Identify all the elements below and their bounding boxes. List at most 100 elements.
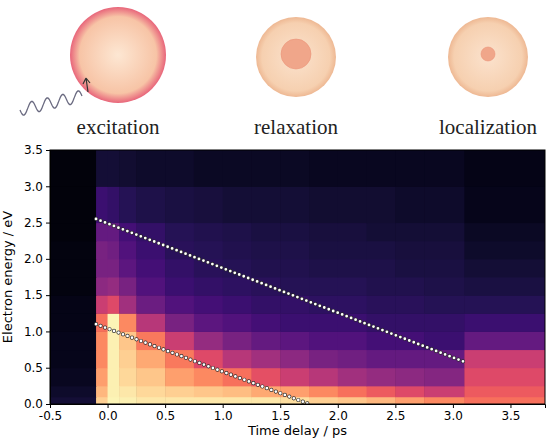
heat-cell — [194, 150, 223, 187]
y-tick-mark — [46, 368, 50, 369]
y-tick-label: 0.0 — [24, 397, 43, 411]
plot-background — [50, 150, 545, 404]
heat-cell — [367, 223, 396, 242]
heat-cell — [136, 397, 165, 404]
heat-cell — [367, 397, 396, 404]
x-tick: 2.5 — [386, 404, 405, 423]
heat-cell — [165, 150, 194, 187]
x-tick-mark — [395, 404, 396, 408]
heat-cell — [367, 150, 396, 187]
guide-line — [96, 324, 309, 404]
heat-cell — [338, 241, 367, 260]
electron-cloud — [70, 7, 166, 103]
heat-cell — [424, 331, 465, 350]
heat-cell — [395, 241, 424, 260]
heat-cell — [251, 331, 280, 350]
x-tick-label: 2.5 — [386, 409, 405, 423]
heat-cell — [338, 277, 367, 296]
heat-cell — [136, 150, 165, 187]
x-tick-mark — [453, 404, 454, 408]
heat-cell — [367, 277, 396, 296]
figure: excitationrelaxationlocalization-0.50.00… — [0, 0, 553, 443]
y-tick-label: 2.5 — [24, 216, 43, 230]
heat-cell — [338, 186, 367, 223]
heat-cell — [424, 397, 465, 404]
heat-cell — [251, 313, 280, 332]
heat-cell — [251, 241, 280, 260]
heat-cell — [309, 223, 338, 242]
heat-cell — [108, 150, 120, 187]
electron-cloud — [256, 17, 336, 97]
heat-cell — [194, 313, 223, 332]
heat-cell — [194, 295, 223, 314]
y-tick-mark — [46, 223, 50, 224]
heat-cell — [136, 313, 165, 332]
heat-cell — [165, 313, 194, 332]
x-tick: 1.5 — [271, 404, 290, 423]
heat-cell — [338, 150, 367, 187]
heat-cell — [50, 295, 97, 314]
heat-cell — [251, 295, 280, 314]
heat-cell — [108, 241, 120, 260]
heat-cell — [424, 313, 465, 332]
x-tick: 3.5 — [501, 404, 520, 423]
heat-cell — [50, 277, 97, 296]
x-axis-title: Time delay / ps — [247, 423, 347, 438]
heat-cell — [108, 368, 120, 387]
heat-cell — [50, 313, 97, 332]
x-tick-label: 1.5 — [271, 409, 290, 423]
heat-cell — [280, 150, 309, 187]
electron-cloud — [448, 17, 528, 97]
heat-cell — [165, 259, 194, 278]
heat-cell — [309, 277, 338, 296]
x-tick-mark — [280, 404, 281, 408]
y-tick-label: 3.5 — [24, 143, 43, 157]
heat-cell — [165, 277, 194, 296]
y-tick: 2.0 — [24, 252, 50, 266]
heat-cell — [96, 295, 108, 314]
heat-cell — [136, 368, 165, 387]
heat-cell — [309, 331, 338, 350]
heat-cell — [280, 223, 309, 242]
heat-cell — [338, 259, 367, 278]
heat-cell — [464, 241, 545, 260]
photon-arrow — [83, 78, 90, 92]
heat-cell — [136, 277, 165, 296]
heat-cell — [119, 295, 137, 314]
heat-cell — [464, 313, 545, 332]
heat-cell — [136, 295, 165, 314]
heat-cell — [223, 313, 252, 332]
heat-cell — [108, 350, 120, 369]
y-tick: 1.5 — [24, 288, 50, 302]
heat-cell — [309, 186, 338, 223]
heat-cell — [464, 186, 545, 223]
y-tick: 3.5 — [24, 143, 50, 157]
heat-cell — [119, 386, 137, 397]
heat-cell — [96, 368, 108, 387]
heat-cell — [424, 277, 465, 296]
heat-cell — [367, 241, 396, 260]
heat-cell — [367, 259, 396, 278]
heat-cell — [194, 386, 223, 397]
x-tick: 0.0 — [99, 404, 118, 423]
heat-cell — [338, 368, 367, 387]
heat-cell — [136, 350, 165, 369]
heat-cell — [464, 386, 545, 397]
heat-cell — [251, 259, 280, 278]
heat-cell — [50, 386, 97, 397]
y-tick: 0.0 — [24, 397, 50, 411]
heat-cell — [280, 295, 309, 314]
guide-line — [96, 219, 464, 362]
heat-cell — [119, 186, 137, 223]
heat-cell — [251, 397, 280, 404]
x-axis-line — [51, 405, 546, 409]
y-axis-title: Electron energy / eV — [0, 211, 15, 343]
heat-cell — [194, 397, 223, 404]
heat-cell — [108, 397, 120, 404]
x-tick-label: 0.5 — [156, 409, 175, 423]
heat-cell — [464, 331, 545, 350]
heat-cell — [251, 186, 280, 223]
heat-cell — [464, 397, 545, 404]
heat-cell — [395, 259, 424, 278]
heat-cell — [50, 397, 97, 404]
